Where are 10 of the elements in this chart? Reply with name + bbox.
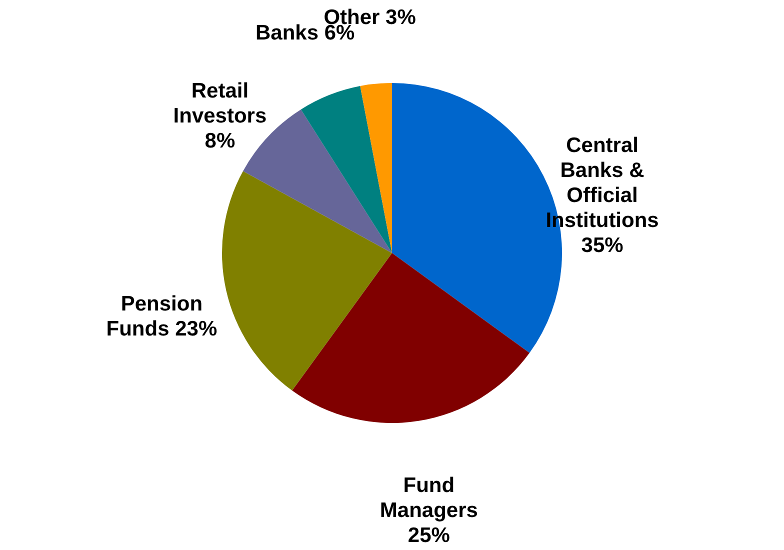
data-label: 8% [204, 129, 236, 152]
slice-label: Retail Investors [173, 79, 267, 128]
slice-label: Fund Managers [380, 474, 478, 522]
pie-slice [300, 86, 392, 253]
pie-slice [222, 171, 392, 391]
data-label: 25% [408, 524, 450, 548]
data-label: 35% [581, 234, 624, 257]
pie-slice [360, 83, 392, 253]
pie-slice [292, 253, 530, 423]
slice-label: Pension Funds 23% [106, 292, 218, 340]
